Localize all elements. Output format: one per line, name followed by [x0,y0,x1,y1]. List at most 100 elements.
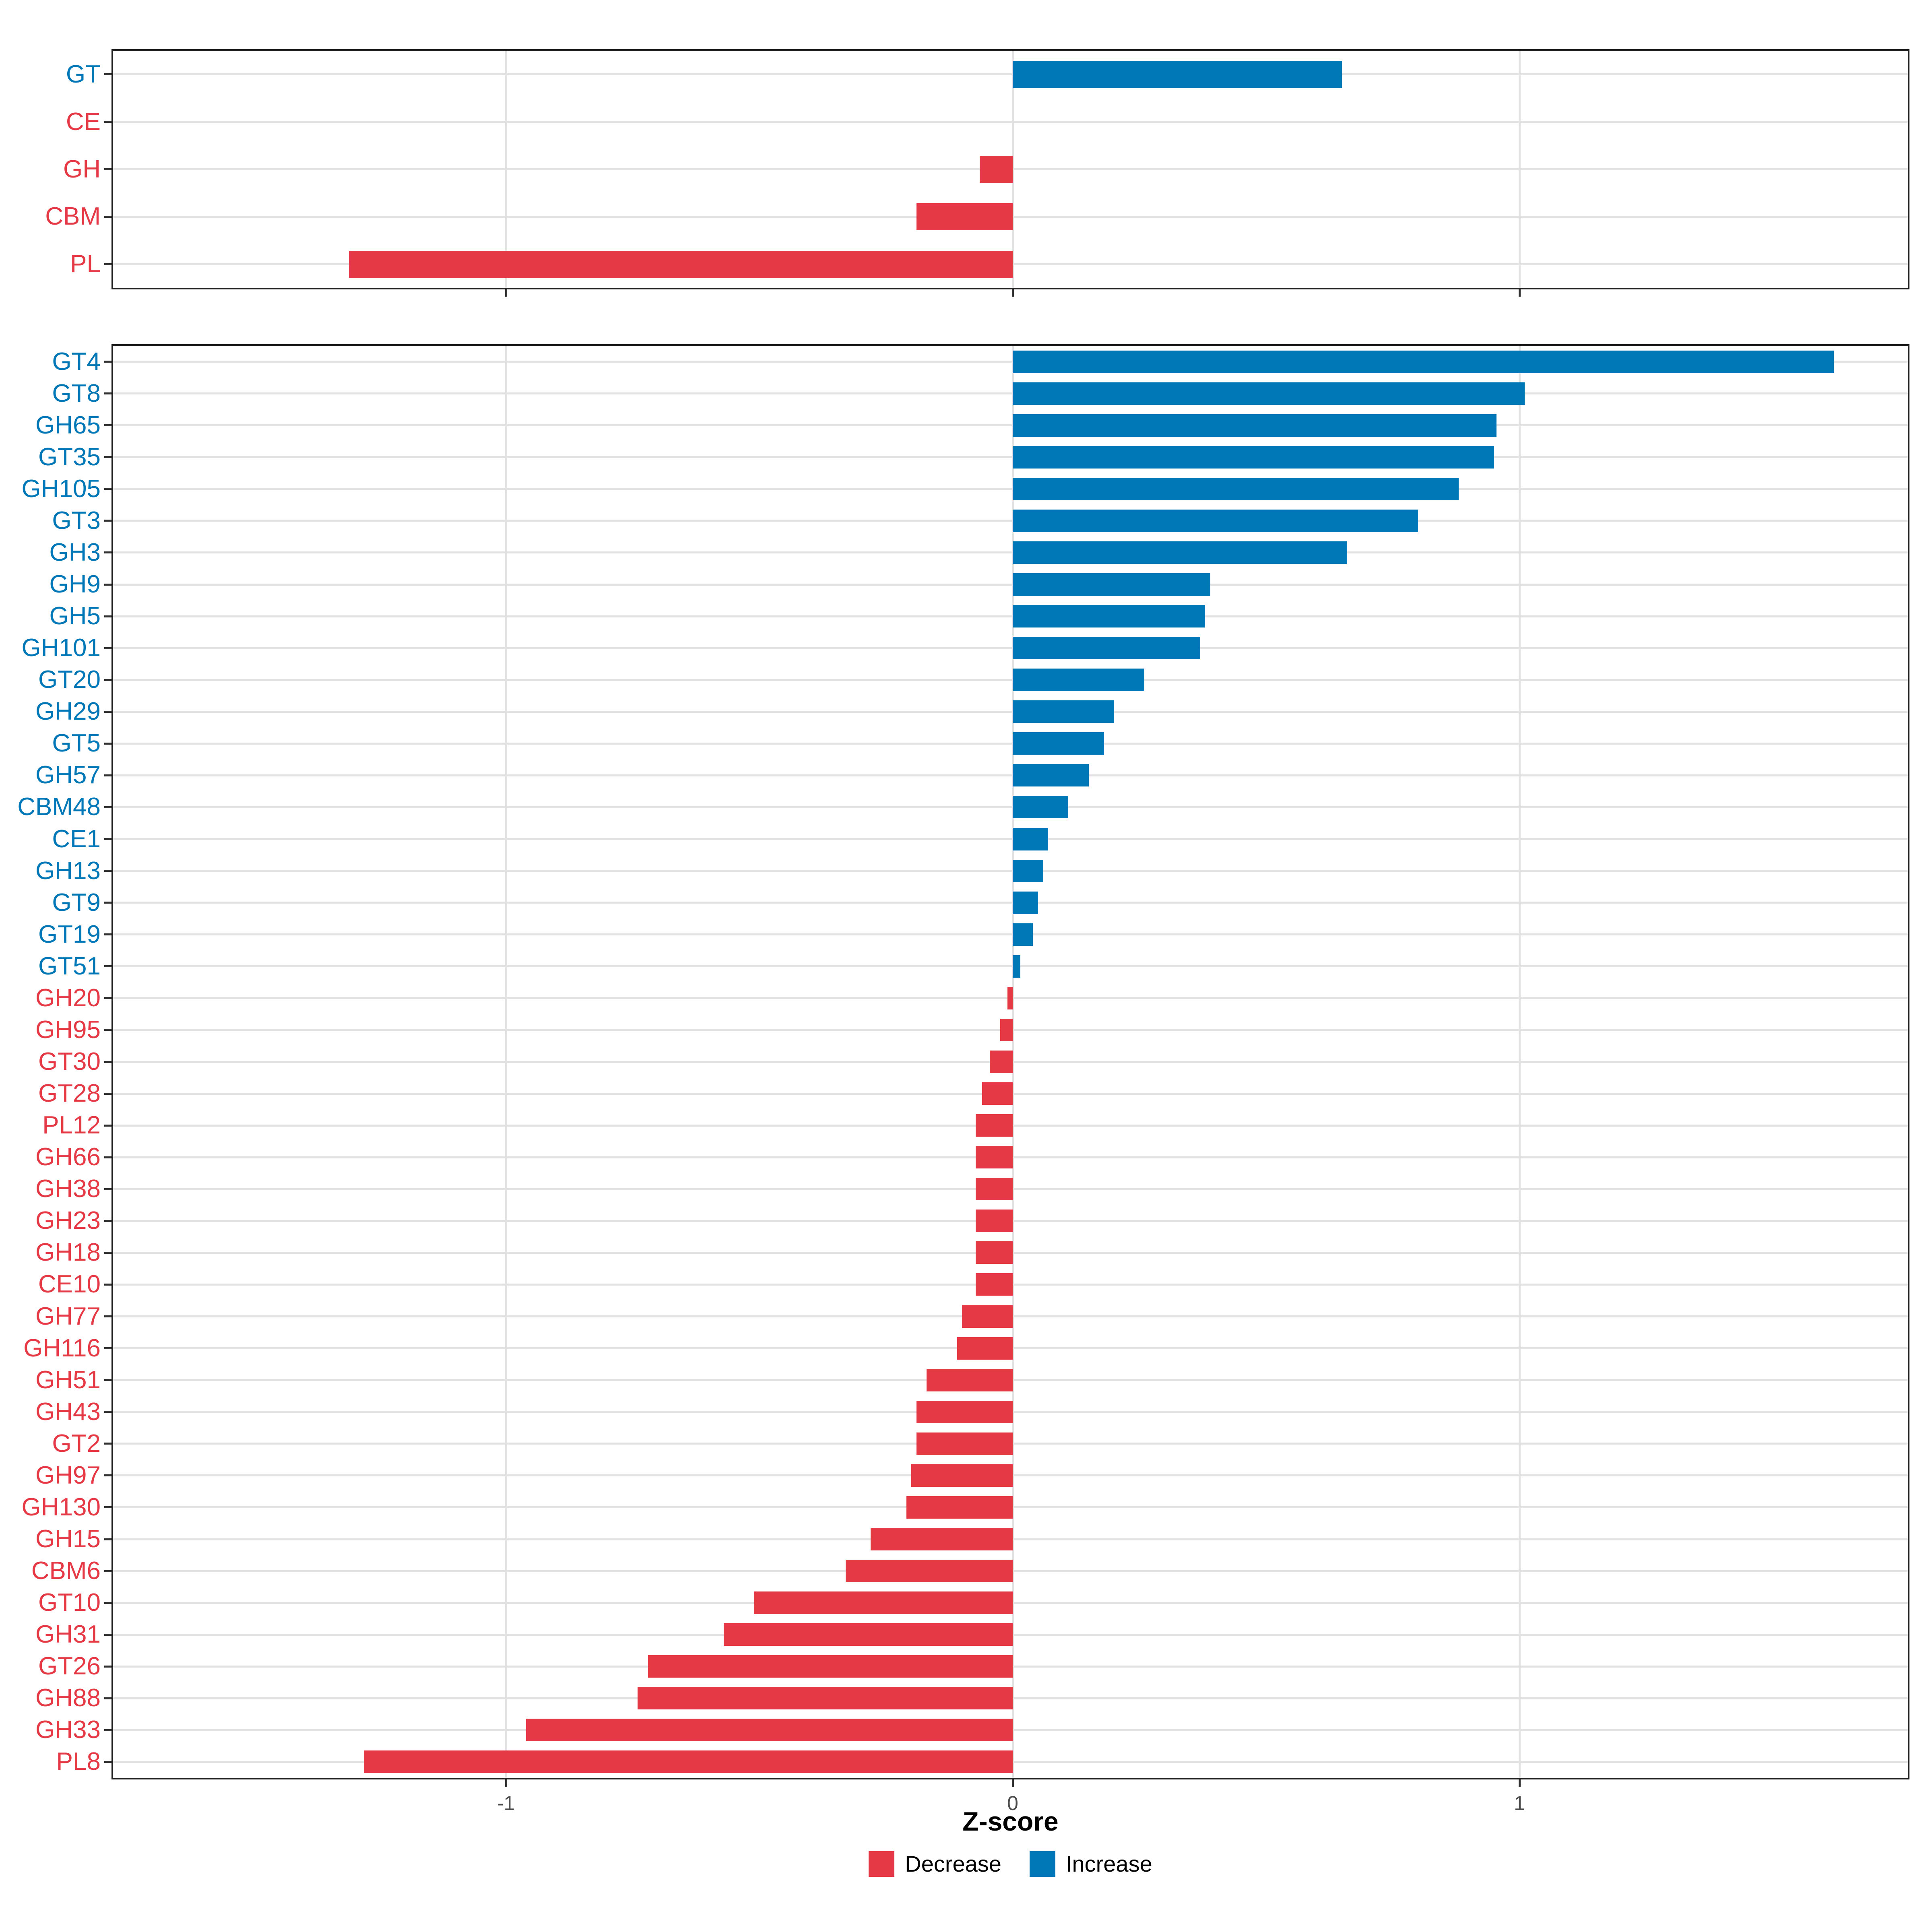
bar-GH23 [976,1210,1013,1232]
legend-label-increase: Increase [1065,1851,1152,1876]
bar-GH5 [1013,605,1205,628]
y-tick-mark [104,1697,111,1699]
y-tick-mark [104,583,111,586]
gridline-horizontal [113,774,1908,776]
bar-GH105 [1013,477,1459,500]
y-tick-mark [104,424,111,427]
y-tick-mark [104,1283,111,1286]
y-axis-label-GH: GH [63,155,101,183]
bar-GH13 [1013,859,1043,882]
y-tick-mark [104,73,111,76]
x-axis-title: Z-score [962,1806,1059,1836]
y-axis-label-GH9: GH9 [49,570,101,598]
cazyme-class-panel [111,49,1909,289]
y-axis-label-GH29: GH29 [35,698,101,726]
y-tick-mark [104,1188,111,1190]
bar-GT4 [1013,350,1834,373]
bar-GH57 [1013,764,1089,787]
y-axis-label-GT19: GT19 [38,920,101,948]
bar-GT35 [1013,446,1494,469]
bar-CE10 [976,1273,1013,1296]
bar-GH130 [906,1496,1013,1519]
bar-GT30 [990,1051,1013,1073]
y-tick-mark [104,1538,111,1540]
y-tick-mark [104,1029,111,1031]
y-tick-mark [104,1124,111,1127]
x-tick-mark [505,1779,507,1787]
y-axis-label-GH15: GH15 [35,1525,101,1553]
bar-GT51 [1013,955,1020,978]
y-axis-label-GH51: GH51 [35,1366,101,1394]
y-axis-label-GT4: GT4 [52,347,101,376]
y-tick-mark [104,870,111,872]
y-axis-label-GT5: GT5 [52,729,101,758]
y-tick-mark [104,902,111,904]
legend-item-increase: Increase [1029,1851,1152,1877]
y-axis-label-GH65: GH65 [35,411,101,439]
y-axis-label-GH88: GH88 [35,1684,101,1712]
y-axis-label-CE10: CE10 [38,1270,101,1298]
y-axis-label-PL: PL [70,250,101,278]
bar-GH77 [962,1305,1013,1328]
bar-GH20 [1007,987,1013,1009]
gridline-horizontal [113,615,1908,617]
bar-GH101 [1013,637,1200,660]
y-axis-label-GH13: GH13 [35,857,101,885]
y-axis-label-GT30: GT30 [38,1048,101,1075]
bar-GT3 [1013,509,1418,532]
bar-GH95 [1000,1018,1013,1041]
y-tick-mark [104,806,111,808]
y-tick-mark [104,121,111,123]
gridline-horizontal [113,392,1908,395]
y-axis-label-GT3: GT3 [52,506,101,535]
bar-GH65 [1013,414,1497,437]
y-axis-label-GT35: GT35 [38,443,101,471]
x-tick-mark [1518,1779,1521,1787]
y-tick-mark [104,456,111,458]
bar-GH116 [957,1337,1013,1360]
legend: Decrease Increase [111,1851,1909,1877]
y-axis-label-GH33: GH33 [35,1716,101,1744]
gridline-horizontal [113,424,1908,427]
y-axis-label-GT9: GT9 [52,888,101,916]
y-tick-mark [104,1411,111,1413]
legend-swatch-decrease-icon [869,1851,895,1877]
y-axis-label-GT51: GT51 [38,952,101,980]
bar-CBM48 [1013,796,1069,819]
gridline-horizontal [113,742,1908,745]
y-tick-mark [104,1379,111,1381]
legend-label-decrease: Decrease [905,1851,1001,1876]
y-tick-mark [104,1092,111,1095]
y-tick-mark [104,1315,111,1318]
y-axis-label-GH77: GH77 [35,1302,101,1330]
y-axis-label-CE: CE [66,107,101,136]
bar-GH33 [526,1719,1013,1742]
y-axis-label-CE1: CE1 [52,825,101,853]
x-tick-mark [1518,289,1521,297]
y-axis-label-GH101: GH101 [21,634,101,662]
gridline-horizontal [113,710,1908,713]
gridline-horizontal [113,933,1908,936]
y-axis-label-GH43: GH43 [35,1397,101,1426]
y-axis-label-GT: GT [66,60,101,88]
y-axis-label-GT20: GT20 [38,666,101,694]
y-axis-label-GH38: GH38 [35,1175,101,1203]
y-tick-mark [104,647,111,649]
y-axis-label-GT10: GT10 [38,1589,101,1617]
y-axis-label-GT2: GT2 [52,1429,101,1457]
gridline-horizontal [113,520,1908,522]
gridline-horizontal [113,902,1908,904]
y-tick-mark [104,1602,111,1604]
y-tick-mark [104,392,111,395]
bar-PL [349,250,1013,278]
bar-GT [1013,61,1342,88]
bar-GH9 [1013,573,1210,596]
gridline-horizontal [113,806,1908,808]
y-axis-label-GH116: GH116 [23,1334,101,1362]
y-tick-mark [104,615,111,617]
y-tick-mark [104,742,111,745]
y-tick-mark [104,1633,111,1636]
bar-CBM [916,203,1013,230]
bar-GH88 [638,1687,1013,1710]
